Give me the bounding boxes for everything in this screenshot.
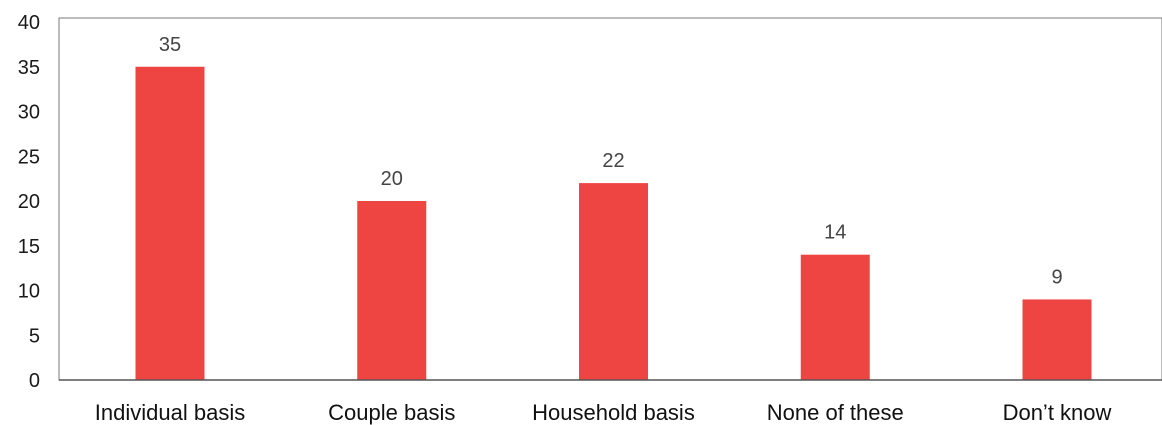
y-tick-label-30: 30 (18, 102, 40, 124)
y-tick-label-35: 35 (18, 57, 40, 79)
y-axis-ticks: 0 5 10 15 20 25 30 35 40 (18, 12, 40, 392)
x-tick-label-4: None of these (767, 400, 904, 425)
data-label-4: 14 (824, 222, 846, 244)
data-label-1: 35 (159, 34, 181, 56)
data-label-3: 22 (602, 150, 624, 172)
x-axis-labels: Individual basis Couple basis Household ba… (95, 400, 1112, 425)
bar-1 (135, 66, 205, 380)
y-tick-label-5: 5 (29, 325, 40, 347)
bars (135, 66, 1092, 380)
bar-4 (800, 254, 870, 380)
y-tick-label-15: 15 (18, 236, 40, 258)
x-tick-label-5: Don’t know (1003, 400, 1112, 425)
bar-3 (579, 183, 648, 380)
data-labels: 35 20 22 14 9 (159, 34, 1063, 289)
data-label-5: 9 (1051, 266, 1062, 288)
y-tick-label-40: 40 (18, 12, 40, 34)
y-tick-label-0: 0 (29, 370, 40, 392)
bar-5 (1022, 299, 1092, 380)
y-tick-label-20: 20 (18, 191, 40, 213)
x-tick-label-2: Couple basis (328, 400, 455, 425)
y-tick-label-25: 25 (18, 146, 40, 168)
data-label-2: 20 (381, 168, 403, 190)
x-tick-label-1: Individual basis (95, 400, 245, 425)
y-tick-label-10: 10 (18, 281, 40, 303)
bar-2 (357, 201, 427, 380)
x-tick-label-3: Household basis (532, 400, 695, 425)
